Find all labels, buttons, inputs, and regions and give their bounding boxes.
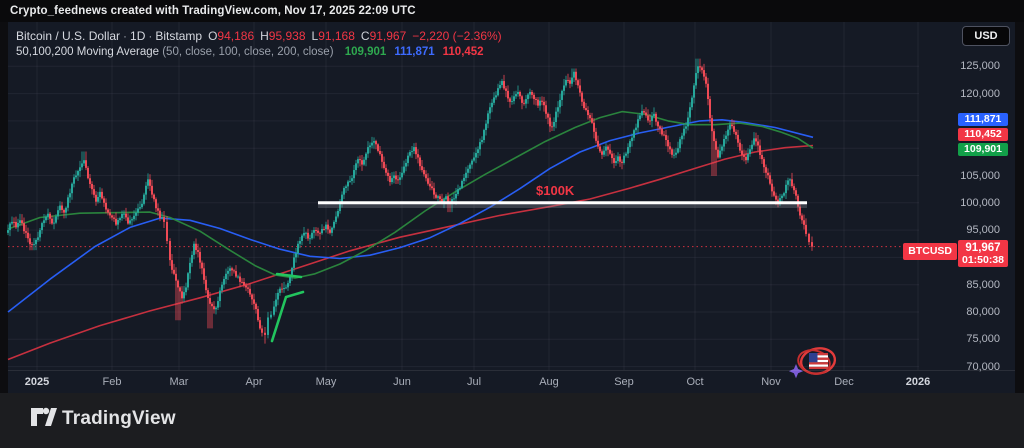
price-axis-label: 125,000 (960, 60, 1000, 73)
time-axis-label: Jun (393, 376, 411, 388)
ohlc-value: 91,967 (369, 29, 407, 43)
time-axis-label: Jul (466, 376, 482, 388)
time-axis[interactable]: 2025 Feb Mar Apr May Jun Jul Aug Sep Oct Nov Dec 202… (8, 370, 1015, 394)
time-axis-label: May (315, 376, 337, 388)
currency-toggle-button[interactable]: USD (962, 26, 1010, 46)
price-axis-label: 80,000 (966, 306, 1000, 318)
time-axis-label: Feb (102, 376, 122, 388)
ma-value: 111,871 (394, 46, 435, 58)
last-price-badge: 91,967 01:50:38 (958, 240, 1008, 267)
change-value: −2,220 (−2.36%) (412, 29, 502, 43)
legend: Bitcoin / U.S. Dollar · 1D · Bitstamp O94,186… (16, 29, 502, 58)
attribution-bar: Crypto_feednews created with TradingView… (0, 0, 1024, 22)
indicator-params: (50, close, 100, close, 200, close) (162, 46, 334, 58)
ma-price-badge: 110,452 (958, 128, 1008, 141)
separator: · (148, 29, 153, 43)
bar-countdown: 01:50:38 (961, 254, 1005, 266)
ma-price-badge: 109,901 (958, 142, 1008, 156)
symbol-price-tag: BTCUSD (903, 243, 957, 260)
symbol-title[interactable]: Bitcoin / U.S. Dollar (16, 29, 121, 43)
ohlc-value: 94,186 (217, 29, 255, 43)
ohlc-prefix: C (360, 29, 370, 43)
indicator-values: 109,901 111,871 110,452 (337, 46, 484, 58)
ma-value: 110,452 (442, 46, 484, 58)
price-axis-label: 85,000 (966, 278, 1000, 291)
price-axis-label: 120,000 (960, 87, 1000, 100)
indicator-title[interactable]: 50,100,200 Moving Average (16, 46, 160, 58)
ohlc-values: O94,186 H95,938 L91,168 C91,967 (202, 29, 406, 43)
time-axis-label: Oct (686, 376, 704, 388)
price-axis-label: 95,000 (966, 224, 1000, 237)
tradingview-brand[interactable]: TradingView (62, 408, 176, 429)
ohlc-value: 95,938 (268, 29, 306, 43)
price-axis-label: 75,000 (966, 333, 1000, 346)
legend-symbol-row: Bitcoin / U.S. Dollar · 1D · Bitstamp O94,186… (16, 29, 502, 43)
time-axis-label: Mar (169, 376, 189, 388)
time-axis-label: 2026 (905, 376, 931, 388)
legend-indicator-row: 50,100,200 Moving Average (50, close, 10… (16, 46, 502, 58)
tradingview-logo-icon[interactable] (30, 407, 58, 429)
time-axis-label: Nov (761, 376, 781, 388)
time-axis-label: Sep (614, 376, 634, 388)
ohlc-prefix: O (208, 29, 218, 43)
price-axis-label: 70,000 (966, 360, 1000, 373)
time-axis-label: Apr (245, 376, 263, 388)
attribution-text: Crypto_feednews created with TradingView… (10, 5, 416, 17)
ohlc-prefix: L (311, 29, 319, 43)
ohlc-value: 91,168 (318, 29, 355, 43)
time-axis-label: 2025 (24, 376, 50, 388)
time-axis-label: Dec (834, 376, 854, 388)
chart-panel[interactable] (8, 22, 1015, 393)
ohlc-prefix: H (260, 29, 269, 43)
footer-bar: TradingView (0, 393, 1024, 448)
price-level-label[interactable]: $100K (536, 183, 575, 198)
last-price: 91,967 (965, 242, 1001, 254)
separator: · (123, 29, 128, 43)
interval-label[interactable]: 1D (130, 29, 146, 43)
ma-value: 109,901 (344, 46, 387, 58)
time-axis-label: Aug (539, 376, 559, 388)
exchange-label[interactable]: Bitstamp (155, 29, 203, 43)
price-axis-label: 100,000 (960, 196, 1000, 209)
ma-price-badge: 111,871 (958, 112, 1008, 126)
price-axis-label: 105,000 (960, 169, 1000, 182)
